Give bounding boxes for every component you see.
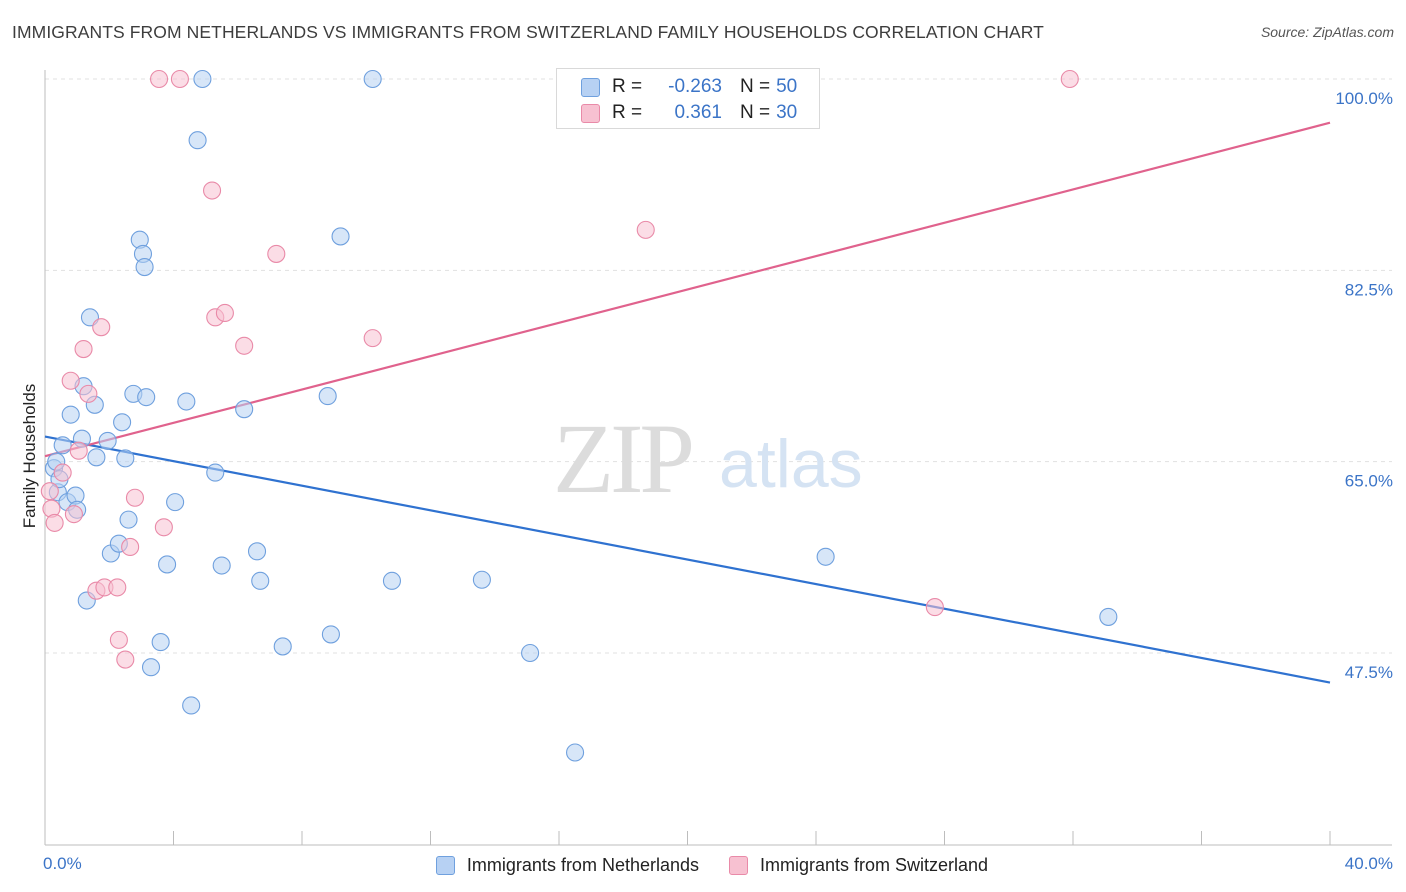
r-label: R = (612, 76, 643, 97)
netherlands-point (151, 633, 170, 652)
switzerland-point (121, 537, 140, 556)
legend-item-switzerland: Immigrants from Switzerland (729, 855, 988, 876)
switzerland-point (61, 371, 80, 390)
netherlands-point (318, 387, 337, 406)
netherlands-point (1099, 607, 1118, 626)
netherlands-point (87, 448, 106, 467)
switzerland-point (64, 505, 83, 524)
source-label: Source: ZipAtlas.com (1260, 24, 1394, 40)
switzerland-point (92, 318, 111, 337)
watermark: ZIP atlas (553, 403, 863, 514)
legend-item-netherlands: Immigrants from Netherlands (435, 854, 699, 876)
netherlands-point (816, 547, 835, 566)
stats-row-netherlands: R = -0.263 N = 50 (581, 74, 797, 100)
switzerland-point (109, 630, 128, 649)
netherlands-trendline (44, 435, 1331, 684)
netherlands-point (182, 696, 201, 715)
switzerland-point (125, 488, 144, 507)
x-tick-label: 40.0% (1345, 854, 1393, 873)
netherlands-point (382, 571, 402, 590)
netherlands-point (321, 625, 340, 644)
switzerland-point (149, 69, 169, 89)
netherlands-point (188, 131, 207, 150)
netherlands-point (212, 556, 231, 575)
y-tick-label: 47.5% (1345, 663, 1393, 682)
switzerland-point (203, 181, 222, 200)
netherlands-point (273, 637, 292, 656)
netherlands-swatch (581, 77, 600, 97)
watermark-atlas: atlas (719, 426, 863, 502)
chart-legend: Immigrants from Netherlands Immigrants f… (0, 852, 1406, 878)
netherlands-point (193, 69, 212, 89)
switzerland-point (69, 441, 88, 460)
switzerland-point (363, 329, 382, 348)
netherlands-point (119, 510, 138, 529)
r-label: R = (612, 102, 643, 123)
y-tick-label: 65.0% (1345, 472, 1393, 491)
switzerland-point (40, 482, 59, 501)
n-value: 30 (776, 102, 798, 123)
netherlands-point (521, 643, 540, 663)
switzerland-legend-swatch (729, 855, 748, 875)
netherlands-point (61, 405, 80, 424)
netherlands-point (331, 227, 350, 246)
switzerland-point (74, 340, 93, 359)
netherlands-point (137, 388, 156, 407)
netherlands-point (206, 463, 225, 482)
switzerland-point (235, 336, 254, 355)
n-value: 50 (776, 76, 798, 97)
switzerland-point (45, 513, 64, 532)
switzerland-swatch (581, 103, 600, 123)
switzerland-point (154, 518, 173, 537)
switzerland-point (116, 650, 135, 669)
netherlands-point (135, 258, 154, 277)
y-tick-label: 82.5% (1345, 280, 1393, 299)
switzerland-point (53, 463, 72, 482)
netherlands-point (166, 493, 185, 512)
switzerland-point (925, 598, 944, 617)
netherlands-point (363, 69, 382, 89)
netherlands-point (251, 571, 270, 590)
n-label: N = (740, 76, 771, 97)
switzerland-point (267, 244, 286, 263)
netherlands-legend-swatch (435, 855, 455, 875)
switzerland-point (170, 69, 189, 89)
tick-labels: 47.5% 65.0% 82.5% 100.0% 0.0% 40.0% (43, 89, 1393, 873)
netherlands-point (566, 743, 585, 762)
switzerland-point (79, 384, 98, 403)
netherlands-point (235, 400, 254, 419)
gridlines (45, 78, 1392, 654)
netherlands-point (113, 413, 132, 432)
switzerland-point (1060, 69, 1079, 89)
netherlands-point (98, 431, 117, 450)
axes (44, 70, 1392, 846)
netherlands-point (247, 542, 267, 561)
trendlines (44, 121, 1331, 684)
netherlands-point (141, 658, 161, 677)
netherlands-point (472, 570, 491, 589)
r-value: 0.361 (674, 102, 722, 123)
stats-legend-box: R = -0.263 N = 50 R = 0.361 N = 30 (556, 68, 820, 129)
y-tick-label: 100.0% (1335, 89, 1393, 108)
switzerland-point (636, 220, 655, 239)
data-points (40, 69, 1118, 762)
netherlands-point (53, 436, 72, 455)
watermark-zip: ZIP (553, 403, 691, 514)
chart-title: IMMIGRANTS FROM NETHERLANDS VS IMMIGRANT… (12, 22, 1044, 42)
r-value: -0.263 (668, 76, 722, 97)
x-tick-label: 0.0% (43, 854, 82, 873)
netherlands-point (158, 555, 177, 574)
switzerland-point (108, 578, 127, 597)
netherlands-point (177, 392, 196, 411)
legend-label: Immigrants from Switzerland (760, 854, 989, 875)
switzerland-trendline (44, 121, 1331, 458)
n-label: N = (740, 102, 771, 123)
legend-label: Immigrants from Netherlands (466, 854, 699, 875)
netherlands-point (116, 449, 135, 468)
switzerland-point (215, 303, 234, 323)
stats-row-switzerland: R = 0.361 N = 30 (581, 100, 797, 126)
y-axis-title: Family Households (20, 384, 39, 529)
